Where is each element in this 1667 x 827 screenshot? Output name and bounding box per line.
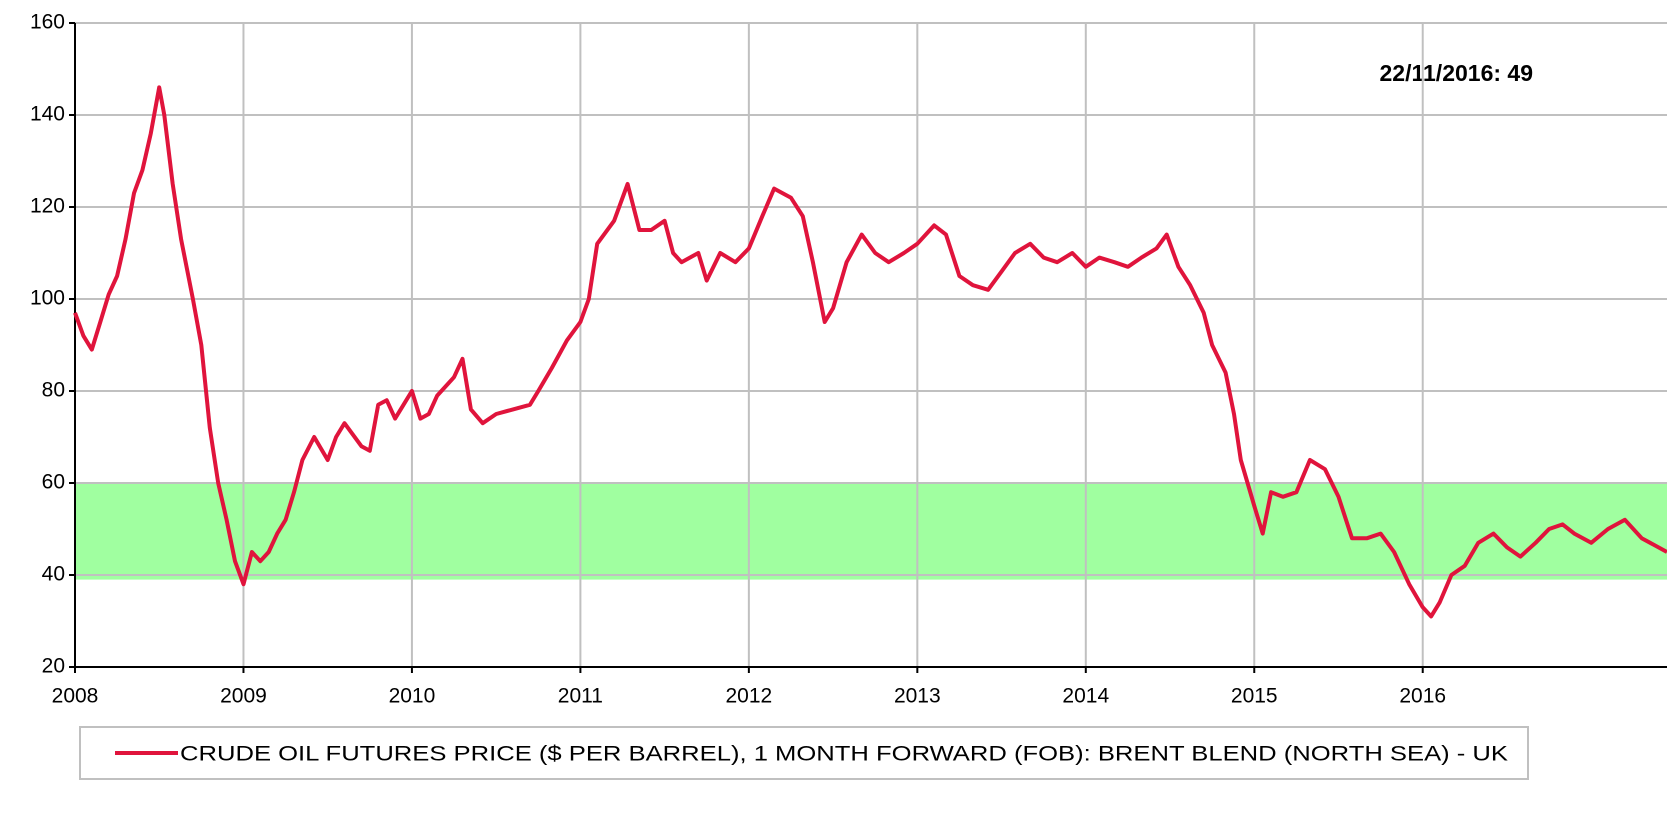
- data-line: [73, 85, 1667, 619]
- annotation: 22/11/2016: 49: [1380, 60, 1533, 86]
- x-tick-label: 2013: [894, 685, 941, 708]
- legend-label: CRUDE OIL FUTURES PRICE ($ PER BARREL), …: [180, 743, 1508, 766]
- y-tick-label: 120: [30, 195, 65, 218]
- y-tick-label: 100: [30, 287, 65, 310]
- x-tick-label: 2010: [389, 685, 436, 708]
- x-tick-label: 2016: [1399, 685, 1446, 708]
- y-tick-label: 40: [42, 563, 65, 586]
- highlight-band: [75, 483, 1667, 580]
- legend-box: [79, 726, 1529, 780]
- y-tick-label: 160: [30, 11, 65, 34]
- x-tick-label: 2009: [220, 685, 267, 708]
- y-tick-label: 60: [42, 471, 65, 494]
- y-tick-label: 140: [30, 103, 65, 126]
- x-tick-label: 2014: [1062, 685, 1109, 708]
- x-tick-label: 2015: [1231, 685, 1278, 708]
- y-tick-label: 80: [42, 379, 65, 402]
- y-tick-label: 20: [42, 655, 65, 678]
- x-tick-label: 2008: [52, 685, 99, 708]
- x-tick-label: 2011: [558, 685, 603, 708]
- x-tick-label: 2012: [726, 685, 773, 708]
